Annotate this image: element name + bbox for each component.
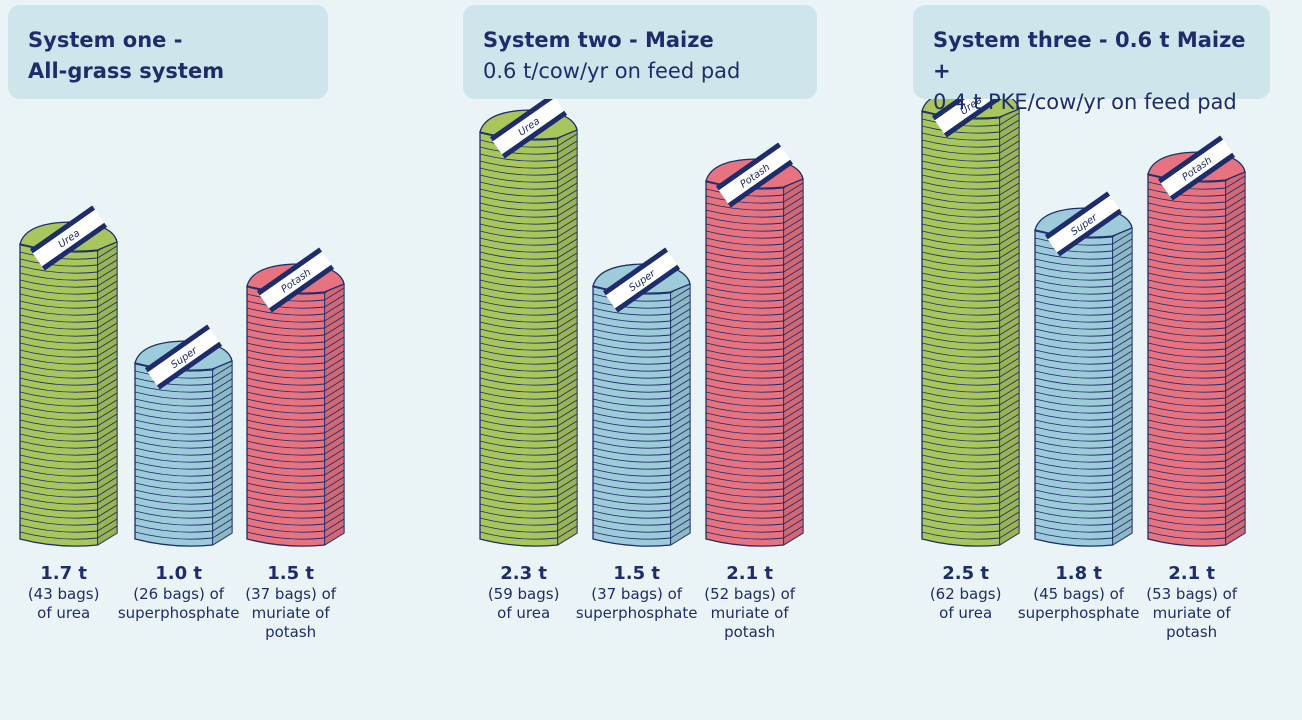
bag-stripe <box>1169 152 1236 201</box>
tonnes-label: 2.1 t <box>1168 563 1216 584</box>
stack-side <box>670 284 690 545</box>
tonnes-label: 2.5 t <box>942 563 990 584</box>
bag-stripe <box>1044 191 1111 240</box>
bag-caption: 2.1 t (53 bags) of muriate of potash <box>1144 563 1240 642</box>
panel-subtitle: 0.6 t/cow/yr on feed pad <box>483 59 741 83</box>
bag-stack: Urea <box>921 72 1020 547</box>
tonnes-label: 1.5 t <box>267 563 315 584</box>
bag-label-band <box>1160 139 1233 197</box>
stack-body <box>19 241 118 547</box>
panel-heading: System three - 0.6 t Maize + 0.4 t PKE/co… <box>913 5 1270 114</box>
bag-stack: Super <box>592 247 691 547</box>
bag-stripe <box>943 89 1010 138</box>
panel-subtitle: All-grass system <box>28 59 225 83</box>
bag-stripe <box>268 264 335 313</box>
bag-stripe <box>727 159 794 208</box>
bag-caption: 1.8 t (45 bags) of superphosphate <box>1016 563 1141 623</box>
bags-label: (52 bags) of muriate of potash <box>704 585 796 641</box>
bag-caption: 2.3 t (59 bags) of urea <box>485 563 563 623</box>
bag-label-band <box>147 328 220 386</box>
bag-stripe <box>489 93 556 142</box>
bag-stack: Urea <box>19 205 118 547</box>
bag-label: Urea <box>489 93 568 159</box>
tonnes-label: 1.0 t <box>155 563 203 584</box>
bag-stack: Super <box>134 324 233 547</box>
bag-caption: 2.5 t (62 bags) of urea <box>927 563 1005 623</box>
bag-stripe <box>256 247 323 296</box>
bag-label: Urea <box>29 205 108 271</box>
bag-caption: 2.1 t (52 bags) of muriate of potash <box>702 563 798 642</box>
bag-stripe <box>41 222 108 271</box>
bags-label: (37 bags) of superphosphate <box>575 585 698 622</box>
bag-stack: Urea <box>479 93 578 547</box>
bag-label-band <box>718 146 791 204</box>
tonnes-label: 2.1 t <box>726 563 774 584</box>
bag-label: Super <box>602 247 681 313</box>
bag-caption: 1.0 t (26 bags) of superphosphate <box>116 563 241 623</box>
bag-stack: Potash <box>705 142 804 547</box>
stack-side <box>212 361 232 545</box>
bag-caption: 1.5 t (37 bags) of superphosphate <box>574 563 699 623</box>
bag-label: Potash <box>1157 135 1236 201</box>
panel-title: System two - Maize <box>483 28 714 52</box>
bag-label: Potash <box>715 142 794 208</box>
panel-title: System three - 0.6 t Maize + <box>933 28 1246 83</box>
bag-label-band <box>32 209 105 267</box>
bag-stripe <box>614 264 681 313</box>
bag-stripe <box>715 142 782 191</box>
bag-caption: 1.7 t (43 bags) of urea <box>25 563 103 623</box>
bag-stripe <box>1157 135 1224 184</box>
panel-title: System one - <box>28 28 183 52</box>
bag-stripe <box>144 324 211 373</box>
bags-label: (26 bags) of superphosphate <box>117 585 240 622</box>
bag-stripe <box>1056 208 1123 257</box>
bags-label: (59 bags) of urea <box>487 585 560 622</box>
bag-label-band <box>492 97 565 155</box>
bag-stack: Super <box>1034 191 1133 547</box>
tonnes-label: 2.3 t <box>500 563 548 584</box>
bag-stack: Potash <box>246 247 345 547</box>
bags-label: (53 bags) of muriate of potash <box>1146 585 1238 641</box>
panel-subtitle: 0.4 t PKE/cow/yr on feed pad <box>933 90 1237 114</box>
tonnes-label: 1.5 t <box>613 563 661 584</box>
stack-side <box>999 109 1019 545</box>
bags-label: (37 bags) of muriate of potash <box>245 585 337 641</box>
bags-label: (43 bags) of urea <box>27 585 100 622</box>
stack-side <box>324 284 344 545</box>
bag-label-band <box>259 251 332 309</box>
bag-label-band <box>1047 195 1120 253</box>
bag-label-band <box>605 251 678 309</box>
panel-heading: System two - Maize 0.6 t/cow/yr on feed p… <box>463 5 817 99</box>
tonnes-label: 1.7 t <box>40 563 88 584</box>
bags-label: (62 bags) of urea <box>929 585 1002 622</box>
bag-stripe <box>29 205 96 254</box>
bag-caption: 1.5 t (37 bags) of muriate of potash <box>243 563 339 642</box>
bag-stripe <box>501 110 568 159</box>
bag-stack: Potash <box>1147 135 1246 547</box>
bag-stripe <box>156 341 223 390</box>
bag-stripe <box>602 247 669 296</box>
panel-heading: System one - All-grass system <box>8 5 328 99</box>
tonnes-label: 1.8 t <box>1055 563 1103 584</box>
bags-label: (45 bags) of superphosphate <box>1017 585 1140 622</box>
